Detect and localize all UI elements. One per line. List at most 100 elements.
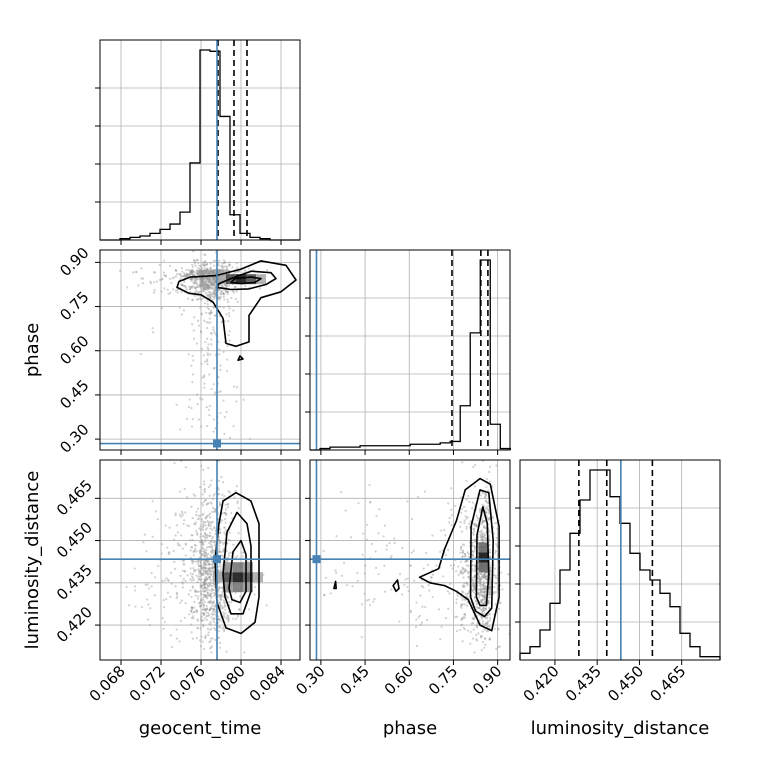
sample-point	[234, 556, 237, 559]
sample-point	[217, 270, 221, 273]
sample-point	[207, 280, 210, 283]
sample-point	[203, 613, 206, 616]
sample-point	[223, 602, 226, 605]
sample-point	[482, 534, 486, 538]
sample-point	[202, 612, 205, 615]
sample-point	[471, 553, 474, 557]
sample-point	[472, 618, 476, 621]
sample-point	[439, 638, 442, 641]
sample-point	[192, 359, 195, 362]
sample-point	[187, 273, 191, 276]
sample-point	[167, 292, 170, 295]
sample-point	[202, 623, 205, 626]
sample-point	[481, 503, 484, 506]
sample-point	[205, 269, 209, 273]
sample-point	[166, 591, 169, 594]
sample-point	[461, 623, 464, 626]
sample-point	[199, 556, 202, 559]
sample-point	[481, 583, 485, 587]
sample-point	[206, 593, 209, 596]
sample-point	[205, 406, 208, 409]
density-block	[233, 562, 243, 573]
sample-point	[208, 589, 211, 592]
sample-point	[182, 563, 186, 566]
sample-point	[227, 554, 231, 557]
sample-point	[213, 617, 216, 620]
sample-point	[223, 604, 226, 607]
sample-point	[195, 286, 198, 289]
sample-point	[211, 276, 214, 279]
sample-point	[211, 510, 214, 514]
sample-point	[388, 541, 391, 545]
sample-point	[211, 566, 214, 569]
sample-point	[193, 262, 196, 265]
sample-point	[222, 511, 226, 515]
sample-point	[190, 271, 194, 274]
sample-point	[205, 605, 208, 608]
sample-point	[160, 552, 163, 555]
sample-point	[204, 578, 207, 582]
sample-point	[206, 293, 209, 297]
sample-point	[488, 530, 491, 533]
sample-point	[472, 527, 475, 530]
sample-point	[484, 492, 487, 496]
sample-point	[473, 582, 476, 585]
sample-point	[493, 567, 497, 570]
sample-point	[462, 571, 465, 574]
sample-point	[472, 522, 476, 525]
sample-point	[211, 567, 214, 570]
sample-point	[209, 270, 212, 273]
sample-point	[175, 403, 178, 406]
sample-point	[203, 555, 207, 558]
sample-point	[189, 549, 192, 552]
sample-point	[164, 275, 167, 278]
sample-point	[200, 280, 203, 283]
sample-point	[202, 550, 205, 553]
sample-point	[184, 554, 187, 557]
sample-point	[485, 581, 488, 584]
sample-point	[200, 425, 203, 428]
sample-point	[419, 623, 422, 626]
sample-point	[217, 259, 221, 262]
sample-point	[193, 316, 196, 319]
sample-point	[401, 546, 404, 550]
sample-point	[471, 553, 474, 556]
sample-point	[214, 532, 217, 535]
y-tick-label: 0.465	[53, 476, 96, 519]
sample-point	[437, 608, 440, 611]
sample-point	[221, 519, 224, 522]
x-tick-label: 0.450	[604, 662, 647, 705]
sample-point	[466, 551, 469, 554]
sample-point	[219, 594, 223, 597]
sample-point	[480, 649, 483, 652]
sample-point	[200, 271, 203, 275]
sample-point	[340, 491, 343, 494]
sample-point	[191, 298, 195, 301]
sample-point	[211, 588, 214, 591]
sample-point	[487, 509, 490, 512]
sample-point	[203, 593, 206, 597]
sample-point	[200, 541, 204, 545]
sample-point	[206, 556, 209, 559]
sample-point	[207, 467, 210, 470]
sample-point	[424, 551, 428, 554]
sample-point	[484, 607, 487, 610]
sample-point	[221, 493, 224, 496]
sample-point	[210, 271, 214, 275]
sample-point	[193, 570, 196, 573]
sample-point	[205, 321, 208, 324]
panel-content	[310, 460, 510, 660]
sample-point	[228, 339, 231, 342]
sample-point	[203, 270, 206, 273]
sample-point	[198, 290, 201, 293]
sample-point	[208, 608, 211, 611]
sample-point	[206, 267, 209, 270]
sample-point	[357, 502, 360, 505]
sample-point	[426, 563, 429, 566]
sample-point	[193, 279, 196, 282]
sample-point	[209, 520, 212, 523]
sample-point	[201, 285, 205, 288]
sample-point	[217, 539, 220, 542]
hist-panel-geocent_time	[95, 39, 301, 245]
sample-point	[323, 594, 326, 597]
